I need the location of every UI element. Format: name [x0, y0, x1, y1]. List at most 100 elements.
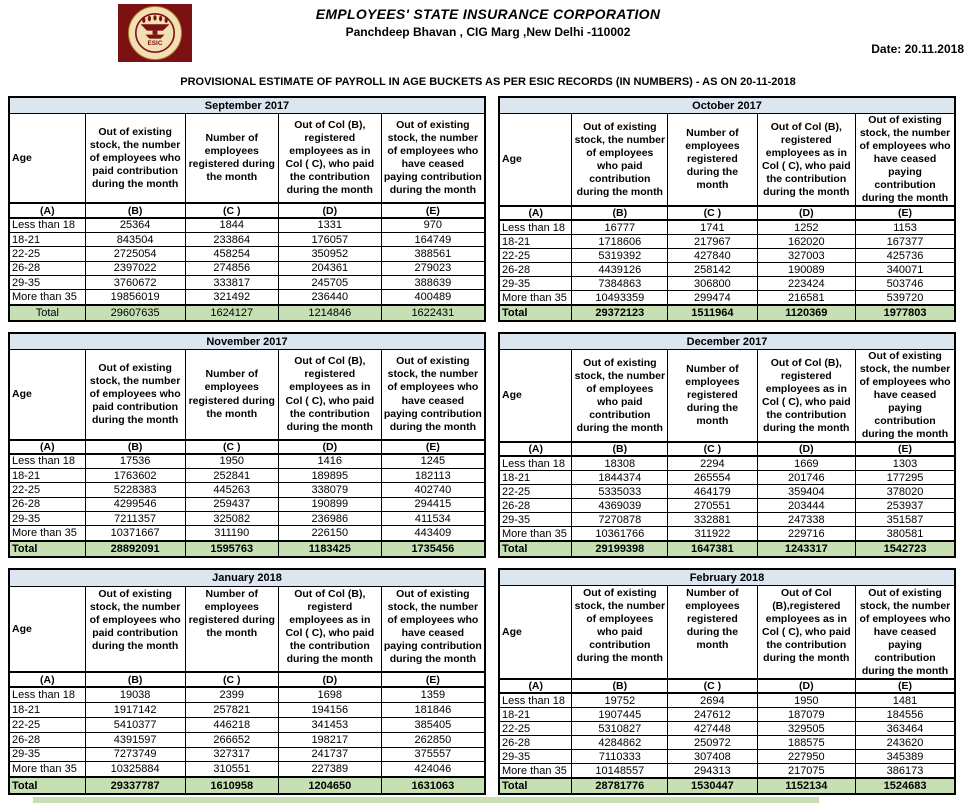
column-letter-cell: (E) [380, 202, 486, 219]
total-value-cell: 1631063 [380, 776, 486, 795]
total-value-cell: 1595763 [184, 539, 279, 558]
value-cell: 217075 [756, 763, 857, 779]
column-letter-cell: (E) [855, 441, 956, 458]
value-cell: 189895 [277, 468, 382, 484]
value-cell: 17536 [84, 453, 186, 470]
value-cell: 350952 [277, 246, 382, 262]
value-cell: 10493359 [571, 290, 669, 306]
age-bucket-row: Less than 18 19038 2399 1698 1359 [8, 686, 486, 703]
column-letter-cell: (E) [855, 205, 956, 222]
value-cell: 5335033 [571, 484, 669, 500]
column-letter-cell: (C ) [184, 671, 279, 689]
value-cell: 340071 [855, 262, 956, 278]
value-cell: 1917142 [84, 701, 186, 718]
value-cell: 253937 [855, 498, 956, 514]
age-column-header: Age [8, 586, 86, 673]
age-bucket-row: 18-21 1718606 217967 162020 167377 [498, 234, 956, 250]
value-cell: 187079 [756, 707, 857, 723]
column-letter-cell: (B) [571, 205, 669, 222]
column-letter-cell: (B) [84, 438, 186, 455]
total-value-cell: 1524683 [855, 777, 956, 795]
value-cell: 311190 [184, 525, 279, 542]
total-value-cell: 1214846 [277, 303, 382, 322]
column-header-cell: Number of employees registered during th… [667, 349, 758, 443]
value-cell: 294415 [380, 496, 486, 513]
value-cell: 226150 [277, 525, 382, 542]
age-bucket-row: 22-25 5228383 445263 338079 402740 [8, 482, 486, 498]
age-bucket-label: 26-28 [498, 262, 573, 278]
age-bucket-row: Less than 18 18308 2294 1669 1303 [498, 455, 956, 472]
age-bucket-row: 29-35 7211357 325082 236986 411534 [8, 511, 486, 527]
age-bucket-label: 22-25 [8, 716, 86, 733]
value-cell: 247612 [667, 707, 758, 723]
month-table: January 2018 Age Out of existing stock, th… [8, 568, 486, 796]
age-bucket-row: 29-35 7273749 327317 241737 375557 [8, 746, 486, 763]
value-cell: 329505 [756, 721, 857, 737]
value-cell: 7273749 [84, 746, 186, 763]
total-value-cell: 29199398 [571, 540, 669, 558]
age-bucket-label: 29-35 [8, 746, 86, 763]
age-bucket-label: Less than 18 [498, 219, 573, 236]
column-header-cell: Out of Col (B), registered employees as … [277, 113, 382, 204]
age-bucket-row: 18-21 1907445 247612 187079 184556 [498, 707, 956, 723]
report-title: PROVISIONAL ESTIMATE OF PAYROLL IN AGE B… [180, 76, 796, 88]
value-cell: 1669 [756, 455, 857, 472]
age-bucket-row: Less than 18 25364 1844 1331 970 [8, 217, 486, 234]
age-bucket-label: 22-25 [498, 484, 573, 500]
column-header-cell: Out of existing stock, the number of emp… [380, 113, 486, 204]
value-cell: 243620 [855, 735, 956, 751]
total-value-cell: 1204650 [277, 776, 382, 795]
month-table: December 2017 Age Out of existing stock, t… [498, 332, 956, 559]
value-cell: 4284862 [571, 735, 669, 751]
value-cell: 325082 [184, 511, 279, 527]
total-label: Total [498, 777, 573, 795]
org-address: Panchdeep Bhavan , CIG Marg ,New Delhi -… [345, 25, 631, 39]
value-cell: 1844374 [571, 470, 669, 486]
value-cell: 7384863 [571, 276, 669, 292]
value-cell: 223424 [756, 276, 857, 292]
total-value-cell: 1511964 [667, 304, 758, 322]
value-cell: 1153 [855, 219, 956, 236]
age-column-header: Age [498, 349, 573, 443]
value-cell: 190899 [277, 496, 382, 513]
value-cell: 250972 [667, 735, 758, 751]
month-table: February 2018 Age Out of existing stock, t… [498, 568, 956, 796]
column-header-cell: Out of existing stock, the number of emp… [84, 586, 186, 673]
value-cell: 1907445 [571, 707, 669, 723]
value-cell: 338079 [277, 482, 382, 498]
value-cell: 279023 [380, 260, 486, 276]
age-bucket-label: More than 35 [8, 525, 86, 542]
total-value-cell: 29372123 [571, 304, 669, 322]
age-bucket-row: 26-28 4284862 250972 188575 243620 [498, 735, 956, 751]
age-bucket-row: 18-21 1917142 257821 194156 181846 [8, 701, 486, 718]
age-bucket-row: Less than 18 16777 1741 1252 1153 [498, 219, 956, 236]
value-cell: 380581 [855, 526, 956, 542]
age-bucket-label: More than 35 [498, 526, 573, 542]
value-cell: 10361766 [571, 526, 669, 542]
age-bucket-label: 18-21 [498, 234, 573, 250]
column-letter-cell: (E) [380, 438, 486, 455]
value-cell: 3760672 [84, 274, 186, 291]
total-value-cell: 28781776 [571, 777, 669, 795]
column-letter-cell: (A) [8, 671, 86, 689]
age-bucket-label: More than 35 [498, 290, 573, 306]
column-header-cell: Out of existing stock, the number of emp… [855, 113, 956, 207]
age-bucket-label: 26-28 [8, 731, 86, 748]
column-letter-cell: (B) [84, 671, 186, 689]
age-bucket-label: Less than 18 [498, 692, 573, 709]
column-header-cell: Number of employees registered during th… [667, 113, 758, 207]
value-cell: 332881 [667, 512, 758, 528]
value-cell: 458254 [184, 246, 279, 262]
total-label: Total [8, 303, 86, 322]
value-cell: 1718606 [571, 234, 669, 250]
tables-grid: September 2017 Age Out of existing stock, … [0, 96, 976, 796]
age-column-header: Age [498, 113, 573, 207]
column-letter-cell: (D) [277, 202, 382, 219]
total-label: Total [8, 776, 86, 795]
age-bucket-label: 29-35 [498, 749, 573, 765]
value-cell: 2694 [667, 692, 758, 709]
column-header-cell: Number of employees registered during th… [184, 349, 279, 441]
total-label: Total [498, 540, 573, 558]
age-bucket-row: 22-25 5310827 427448 329505 363464 [498, 721, 956, 737]
total-label: Total [498, 304, 573, 322]
